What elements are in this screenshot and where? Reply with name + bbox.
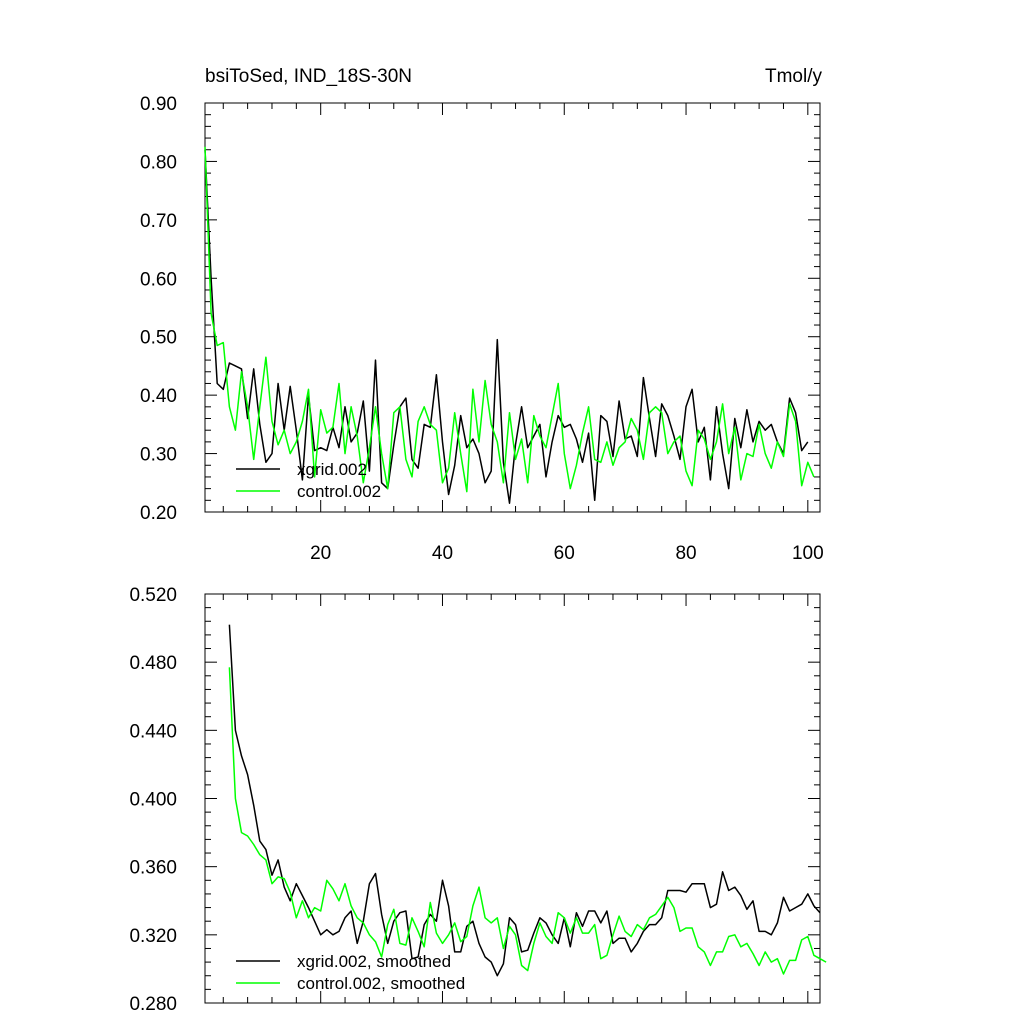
series-line-xgrid <box>204 149 809 504</box>
y-tick-label: 0.70 <box>140 211 177 232</box>
panel1-title: bsiToSed, IND_18S-30N <box>205 66 412 87</box>
y-tick-label: 0.30 <box>140 445 177 466</box>
y-tick-label: 0.480 <box>129 653 177 674</box>
legend-label: xgrid.002 <box>297 460 367 479</box>
panel-2: 0.520 0.480 0.440 0.400 0.360 0.320 0.280 xgrid… <box>129 585 827 1015</box>
y-tick-label: 0.60 <box>140 269 177 290</box>
y-tick-label: 0.20 <box>140 503 177 524</box>
legend-label: control.002, smoothed <box>297 974 465 993</box>
plot-frame <box>204 593 821 1004</box>
x-tick-label: 80 <box>675 543 696 564</box>
series-line-control <box>228 667 827 975</box>
panel-1: 0.90 0.80 0.70 0.60 0.50 0.40 0.30 0.20 20 40 60 80… <box>140 94 824 564</box>
y-tick-label: 0.360 <box>129 858 177 879</box>
y-tick-label: 0.80 <box>140 152 177 173</box>
x-tick-label: 60 <box>554 543 575 564</box>
series-line-xgrid <box>228 624 821 977</box>
legend-label: control.002 <box>297 482 381 501</box>
x-tick-label: 20 <box>310 543 331 564</box>
panel1-units: Tmol/y <box>765 66 823 87</box>
y-tick-label: 0.440 <box>129 721 177 742</box>
y-tick-label: 0.50 <box>140 328 177 349</box>
plot-frame <box>204 102 821 513</box>
x-tick-label: 100 <box>792 543 824 564</box>
x-tick-label: 40 <box>432 543 453 564</box>
y-tick-label: 0.280 <box>129 994 177 1015</box>
y-tick-label: 0.400 <box>129 790 177 811</box>
legend-label: xgrid.002, smoothed <box>297 952 451 971</box>
y-tick-label: 0.90 <box>140 94 177 115</box>
series-line-control <box>204 146 815 493</box>
y-tick-label: 0.320 <box>129 926 177 947</box>
y-tick-label: 0.520 <box>129 585 177 606</box>
y-tick-label: 0.40 <box>140 386 177 407</box>
